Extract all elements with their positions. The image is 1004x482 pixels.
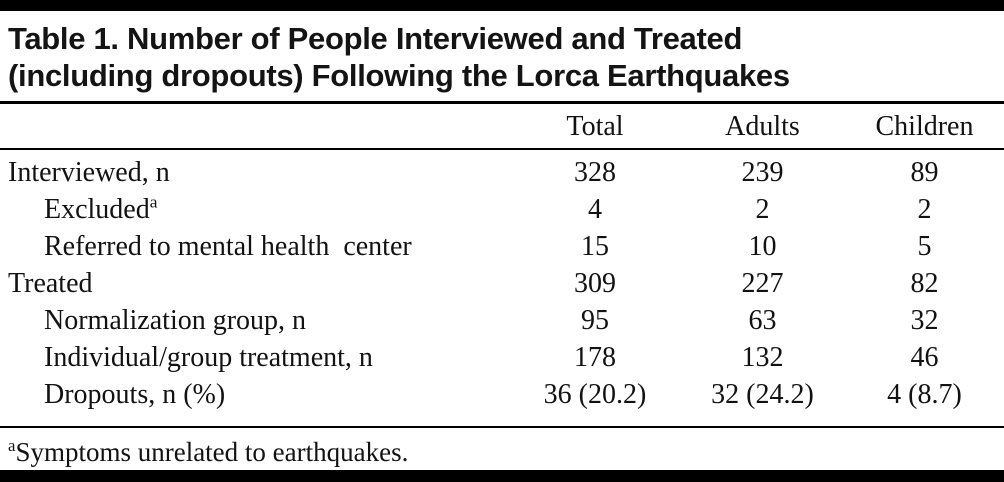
row-label: Normalization group, n — [44, 305, 307, 336]
footnote-text: Symptoms unrelated to earthquakes. — [15, 437, 409, 467]
row-value-children: 82 — [910, 268, 939, 299]
row-label: Interviewed, n — [8, 157, 170, 188]
footnote-marker: a — [8, 436, 16, 455]
table-row-referred: Referred to mental health center 15 10 5 — [0, 228, 1004, 265]
row-value-adults: 10 — [748, 231, 777, 262]
row-value-total: 15 — [581, 231, 609, 262]
table-title-line2: (including dropouts) Following the Lorca… — [8, 58, 790, 93]
row-value-adults: 132 — [741, 342, 784, 373]
row-value-adults: 239 — [741, 157, 784, 188]
title-divider — [0, 101, 1004, 104]
row-value-total: 178 — [574, 342, 616, 373]
row-label: Individual/group treatment, n — [44, 342, 373, 373]
table-row-excluded: Excludeda 4 2 2 — [0, 191, 1004, 228]
row-label: Referred to mental health center — [44, 231, 412, 262]
table-header-row: Total Adults Children — [0, 104, 1004, 148]
row-value-children: 4 (8.7) — [887, 379, 962, 410]
row-value-adults: 32 (24.2) — [711, 379, 814, 410]
table-body: Interviewed, n 328 239 89 Excludeda 4 2 … — [0, 150, 1004, 426]
table-title: Table 1. Number of People Interviewed an… — [0, 11, 1004, 101]
row-value-total: 309 — [574, 268, 616, 299]
table-title-line1: Table 1. Number of People Interviewed an… — [8, 21, 743, 56]
row-value-adults: 227 — [741, 268, 784, 299]
header-total: Total — [566, 111, 624, 142]
footnote-divider — [0, 426, 1004, 428]
bottom-rule-bar — [0, 470, 1004, 482]
row-value-children: 32 — [910, 305, 939, 336]
row-value-children: 46 — [910, 342, 939, 373]
row-value-children: 5 — [917, 231, 932, 262]
row-value-adults: 2 — [755, 194, 770, 225]
table-row-treated: Treated 309 227 82 — [0, 265, 1004, 302]
row-value-total: 95 — [581, 305, 609, 336]
row-value-total: 4 — [588, 194, 602, 225]
header-divider — [0, 148, 1004, 150]
row-value-children: 2 — [917, 194, 932, 225]
footnote-marker-a: a — [149, 192, 158, 212]
row-value-total: 328 — [574, 157, 616, 188]
top-rule-bar — [0, 0, 1004, 11]
table-row-dropouts: Dropouts, n (%) 36 (20.2) 32 (24.2) 4 (8… — [0, 376, 1004, 413]
table-row-individual-group-treatment: Individual/group treatment, n 178 132 46 — [0, 339, 1004, 376]
row-label: Treated — [8, 268, 93, 299]
row-label: Excludeda — [0, 191, 510, 228]
row-label-text: Excluded — [44, 194, 150, 225]
row-label: Dropouts, n (%) — [44, 379, 226, 410]
table-row-normalization-group: Normalization group, n 95 63 32 — [0, 302, 1004, 339]
table-footnote: aSymptoms unrelated to earthquakes. — [0, 428, 1004, 469]
table-row-interviewed: Interviewed, n 328 239 89 — [0, 154, 1004, 191]
row-value-total: 36 (20.2) — [543, 379, 647, 410]
header-adults: Adults — [725, 111, 800, 142]
header-children: Children — [875, 111, 974, 142]
row-value-adults: 63 — [748, 305, 777, 336]
row-value-children: 89 — [910, 157, 939, 188]
